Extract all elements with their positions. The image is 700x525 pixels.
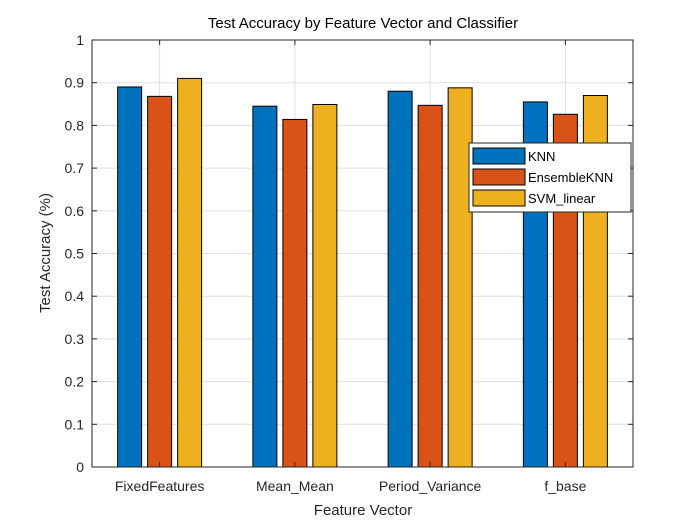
bar-ensembleknn-period-variance xyxy=(417,104,443,468)
x-tick-label: f_base xyxy=(544,478,586,494)
x-tick-label: Mean_Mean xyxy=(256,478,334,494)
legend-label: SVM_linear xyxy=(528,191,596,206)
y-tick-label: 0.5 xyxy=(65,246,85,262)
legend: KNN EnsembleKNN SVM_linear xyxy=(468,142,632,213)
legend-label: KNN xyxy=(528,149,555,164)
x-axis-ticks: FixedFeatures Mean_Mean Period_Variance f_b… xyxy=(115,40,587,494)
x-tick-label: FixedFeatures xyxy=(115,478,204,494)
bar-knn-period-variance xyxy=(387,90,413,468)
bar-svm-linear-fixedfeatures xyxy=(177,77,203,468)
legend-swatch xyxy=(472,189,526,207)
x-tick-label: Period_Variance xyxy=(379,478,482,494)
bar-ensembleknn-mean-mean xyxy=(282,118,308,468)
y-tick-label: 0.2 xyxy=(65,374,85,390)
y-axis-label: Test Accuracy (%) xyxy=(37,193,54,313)
x-axis-label: Feature Vector xyxy=(314,502,412,519)
y-tick-label: 0.4 xyxy=(65,288,85,304)
legend-label: EnsembleKNN xyxy=(528,170,613,185)
bar-svm-linear-period-variance xyxy=(447,87,473,468)
y-tick-label: 0 xyxy=(76,459,84,475)
bar-knn-mean-mean xyxy=(252,105,278,468)
bar-knn-fixedfeatures xyxy=(117,86,143,468)
y-tick-label: 0.9 xyxy=(65,75,85,91)
y-tick-label: 0.6 xyxy=(65,203,85,219)
bar-ensembleknn-fixedfeatures xyxy=(147,95,173,468)
chart-title: Test Accuracy by Feature Vector and Clas… xyxy=(208,15,518,32)
y-axis-ticks: 0 0.1 0.2 0.3 0.4 0.5 0.6 0.7 0.8 0.9 1 xyxy=(65,32,633,475)
y-tick-label: 1 xyxy=(76,32,84,48)
bars-group xyxy=(117,77,608,468)
legend-swatch xyxy=(472,168,526,186)
y-tick-label: 0.3 xyxy=(65,331,85,347)
y-tick-label: 0.1 xyxy=(65,416,85,432)
y-tick-label: 0.7 xyxy=(65,160,85,176)
y-tick-label: 0.8 xyxy=(65,117,85,133)
bar-svm-linear-mean-mean xyxy=(312,103,338,468)
legend-swatch xyxy=(472,147,526,165)
grid-lines xyxy=(92,39,633,468)
